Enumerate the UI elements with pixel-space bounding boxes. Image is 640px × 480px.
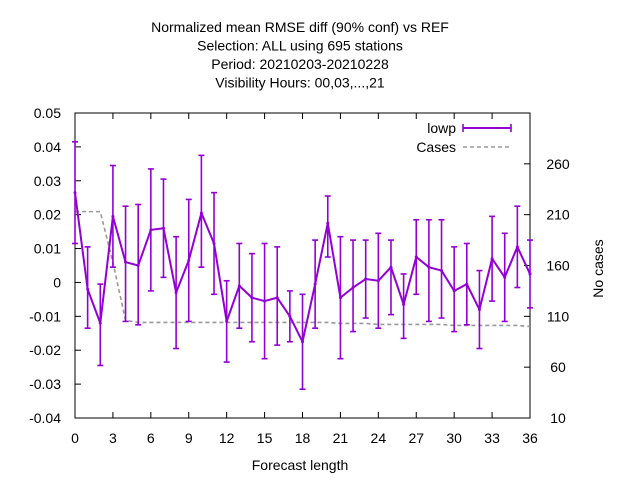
x-tick-label: 3: [109, 430, 117, 446]
x-tick-label: 36: [522, 430, 538, 446]
y-tick-label: -0.01: [29, 308, 61, 324]
x-tick-label: 24: [371, 430, 387, 446]
y2-axis-label: No cases: [590, 239, 606, 297]
x-tick-label: 15: [257, 430, 273, 446]
x-tick-label: 9: [185, 430, 193, 446]
x-axis: 0 3 6 9 12 15 18 21 24 27 30 33 36: [71, 113, 538, 446]
x-tick-label: 33: [484, 430, 500, 446]
title-line-2: Selection: ALL using 695 stations: [197, 38, 403, 54]
lowp-point: [427, 265, 431, 269]
lowp-point: [477, 308, 481, 312]
legend-label-cases: Cases: [416, 139, 456, 155]
lowp-point: [528, 272, 532, 276]
lowp-point: [250, 296, 254, 300]
y-tick-label: -0.04: [29, 410, 61, 426]
legend: lowp Cases: [416, 120, 512, 155]
lowp-point: [86, 287, 90, 291]
lowp-point: [326, 221, 330, 225]
lowp-point: [136, 264, 140, 267]
lowp-point: [452, 289, 456, 293]
x-tick-label: 21: [333, 430, 349, 446]
lowp-point: [338, 296, 342, 300]
y-tick-label: 0.03: [34, 173, 61, 189]
lowp-point: [199, 211, 203, 215]
lowp-point: [161, 226, 165, 230]
x-tick-label: 0: [71, 430, 79, 446]
y-tick-label: -0.02: [29, 342, 61, 358]
lowp-point: [212, 241, 216, 245]
lowp-point: [364, 277, 368, 281]
lowp-point: [149, 228, 153, 232]
y-axis: -0.04 -0.03 -0.02 -0.01 0 0.01 0.02 0.03 0.04 0.0…: [29, 105, 81, 426]
x-tick-label: 27: [408, 430, 424, 446]
y-tick-label: 0: [53, 274, 61, 290]
lowp-point: [490, 257, 494, 261]
x-axis-label: Forecast length: [252, 457, 349, 473]
lowp-point: [515, 245, 519, 249]
lowp-point: [73, 191, 77, 195]
y2-tick-label: 110: [547, 308, 570, 324]
lowp-point: [275, 296, 279, 300]
y2-tick-label: 10: [550, 410, 566, 426]
lowp-point: [288, 314, 292, 318]
lowp-point: [414, 255, 418, 259]
lowp-point: [98, 321, 102, 325]
lowp-point: [402, 302, 406, 306]
y2-tick-label: 60: [550, 359, 566, 375]
lowp-point: [124, 260, 128, 264]
lowp-point: [174, 291, 178, 295]
lowp-point: [111, 214, 115, 218]
y-tick-label: 0.04: [34, 139, 61, 155]
y-tick-label: -0.03: [29, 376, 61, 392]
x-tick-label: 18: [295, 430, 311, 446]
lowp-series: [72, 141, 533, 390]
y2-tick-label: 210: [546, 207, 570, 223]
lowp-point: [237, 284, 241, 288]
legend-label-lowp: lowp: [427, 120, 456, 136]
lowp-point: [465, 282, 469, 286]
title-line-3: Period: 20210203-20210228: [211, 56, 389, 72]
lowp-point: [376, 279, 380, 283]
x-tick-label: 6: [147, 430, 155, 446]
y2-tick-label: 260: [546, 156, 570, 172]
y2-tick-label: 160: [546, 258, 570, 274]
lowp-point: [225, 319, 229, 323]
title-line-4: Visibility Hours: 00,03,...,21: [215, 75, 385, 91]
lowp-point: [187, 258, 191, 262]
x-tick-label: 12: [219, 430, 235, 446]
lowp-point: [351, 286, 355, 290]
y-tick-label: 0.02: [34, 207, 61, 223]
title-line-1: Normalized mean RMSE diff (90% conf) vs …: [151, 19, 449, 35]
lowp-point: [503, 275, 507, 279]
x-tick-label: 30: [446, 430, 462, 446]
lowp-point: [301, 340, 304, 344]
y2-axis: 10 60 110 160 210 260: [524, 156, 570, 426]
chart-title: Normalized mean RMSE diff (90% conf) vs …: [151, 19, 449, 91]
y-tick-label: 0.05: [34, 105, 61, 121]
lowp-point: [313, 282, 317, 286]
y-tick-label: 0.01: [34, 241, 61, 257]
lowp-point: [389, 265, 393, 269]
lowp-point: [263, 299, 267, 303]
lowp-point: [440, 269, 444, 273]
